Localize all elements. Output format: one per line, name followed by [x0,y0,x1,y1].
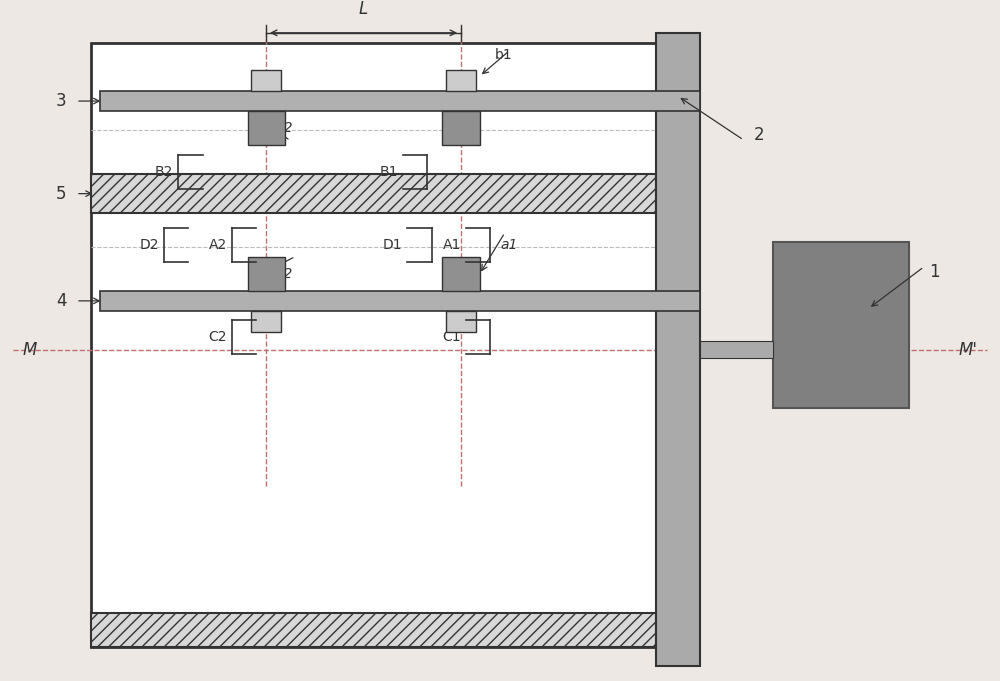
Bar [700,340,773,358]
Bar [91,613,656,647]
Bar [100,91,700,111]
Text: C2: C2 [209,330,227,345]
Text: A1: A1 [443,238,461,252]
Bar [91,174,656,213]
Bar [91,43,656,647]
Text: 4: 4 [56,292,66,310]
Bar [100,291,700,311]
Text: M: M [22,340,37,359]
Bar [248,257,285,291]
Text: 1: 1 [929,263,939,281]
Text: C1: C1 [442,330,461,345]
Text: M': M' [959,340,978,359]
Text: 2: 2 [753,126,764,144]
Text: B2: B2 [155,165,173,178]
Bar [442,111,480,145]
Text: b2: b2 [276,121,293,135]
Bar [656,33,700,667]
Text: a2: a2 [276,267,293,281]
Bar [442,257,480,291]
Text: a1: a1 [500,238,517,252]
Text: 3: 3 [56,92,66,110]
Text: A2: A2 [209,238,227,252]
Text: D1: D1 [383,238,403,252]
Bar [251,70,281,91]
Text: b1: b1 [495,48,513,62]
Bar [773,242,909,408]
Text: 5: 5 [56,185,66,203]
Text: D2: D2 [139,238,159,252]
Text: B1: B1 [379,165,398,178]
Bar [248,111,285,145]
Text: L: L [359,0,368,18]
Bar [446,70,476,91]
Bar [251,311,281,332]
Bar [446,311,476,332]
